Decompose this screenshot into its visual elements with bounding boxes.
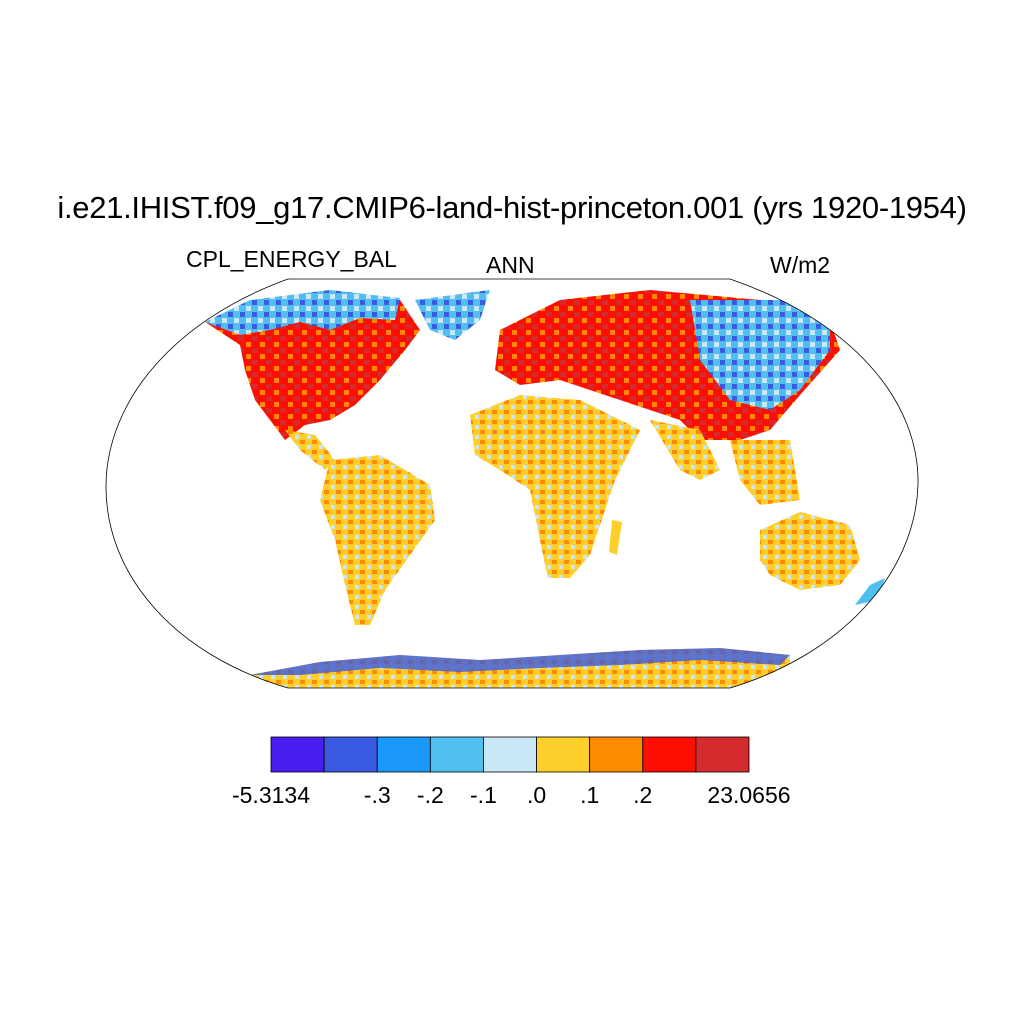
legend-tick-label: -.3 <box>364 782 391 808</box>
southeast-asia <box>730 440 800 505</box>
north-america-arctic <box>205 290 400 335</box>
antarctica-rim <box>250 648 790 675</box>
legend-swatch <box>323 736 378 773</box>
legend-tick-label: .0 <box>527 782 546 808</box>
australia <box>760 512 860 590</box>
legend-tick-label: .2 <box>633 782 652 808</box>
map-outline <box>105 278 919 689</box>
south-asia <box>650 420 720 480</box>
legend-swatch <box>376 736 431 773</box>
plot-title: i.e21.IHIST.f09_g17.CMIP6-land-hist-prin… <box>57 190 967 225</box>
siberia-east <box>690 300 830 410</box>
legend-swatch <box>589 736 644 773</box>
legend-swatch <box>483 736 537 773</box>
legend-tick-label: -.1 <box>470 782 497 808</box>
greenland <box>415 290 490 340</box>
legend-tick-label: -.2 <box>417 782 444 808</box>
map-land <box>205 290 885 688</box>
units-label: W/m2 <box>770 252 831 278</box>
legend-tick-label: -5.3134 <box>232 782 310 808</box>
color-legend <box>270 736 750 773</box>
legend-swatch <box>642 736 697 773</box>
color-legend-labels: -5.3134 -.3 -.2 -.1 .0 .1 .2 23.0656 <box>232 782 791 808</box>
south-america <box>320 455 435 625</box>
legend-tick-label: .1 <box>580 782 599 808</box>
variable-name: CPL_ENERGY_BAL <box>186 246 397 272</box>
season-label: ANN <box>486 252 535 278</box>
madagascar <box>609 520 622 555</box>
africa <box>470 395 640 578</box>
legend-swatch <box>270 736 325 773</box>
legend-tick-label: 23.0656 <box>707 782 790 808</box>
legend-swatch <box>695 736 750 773</box>
central-america <box>285 430 335 470</box>
legend-swatch <box>536 736 591 773</box>
legend-swatch <box>429 736 484 773</box>
